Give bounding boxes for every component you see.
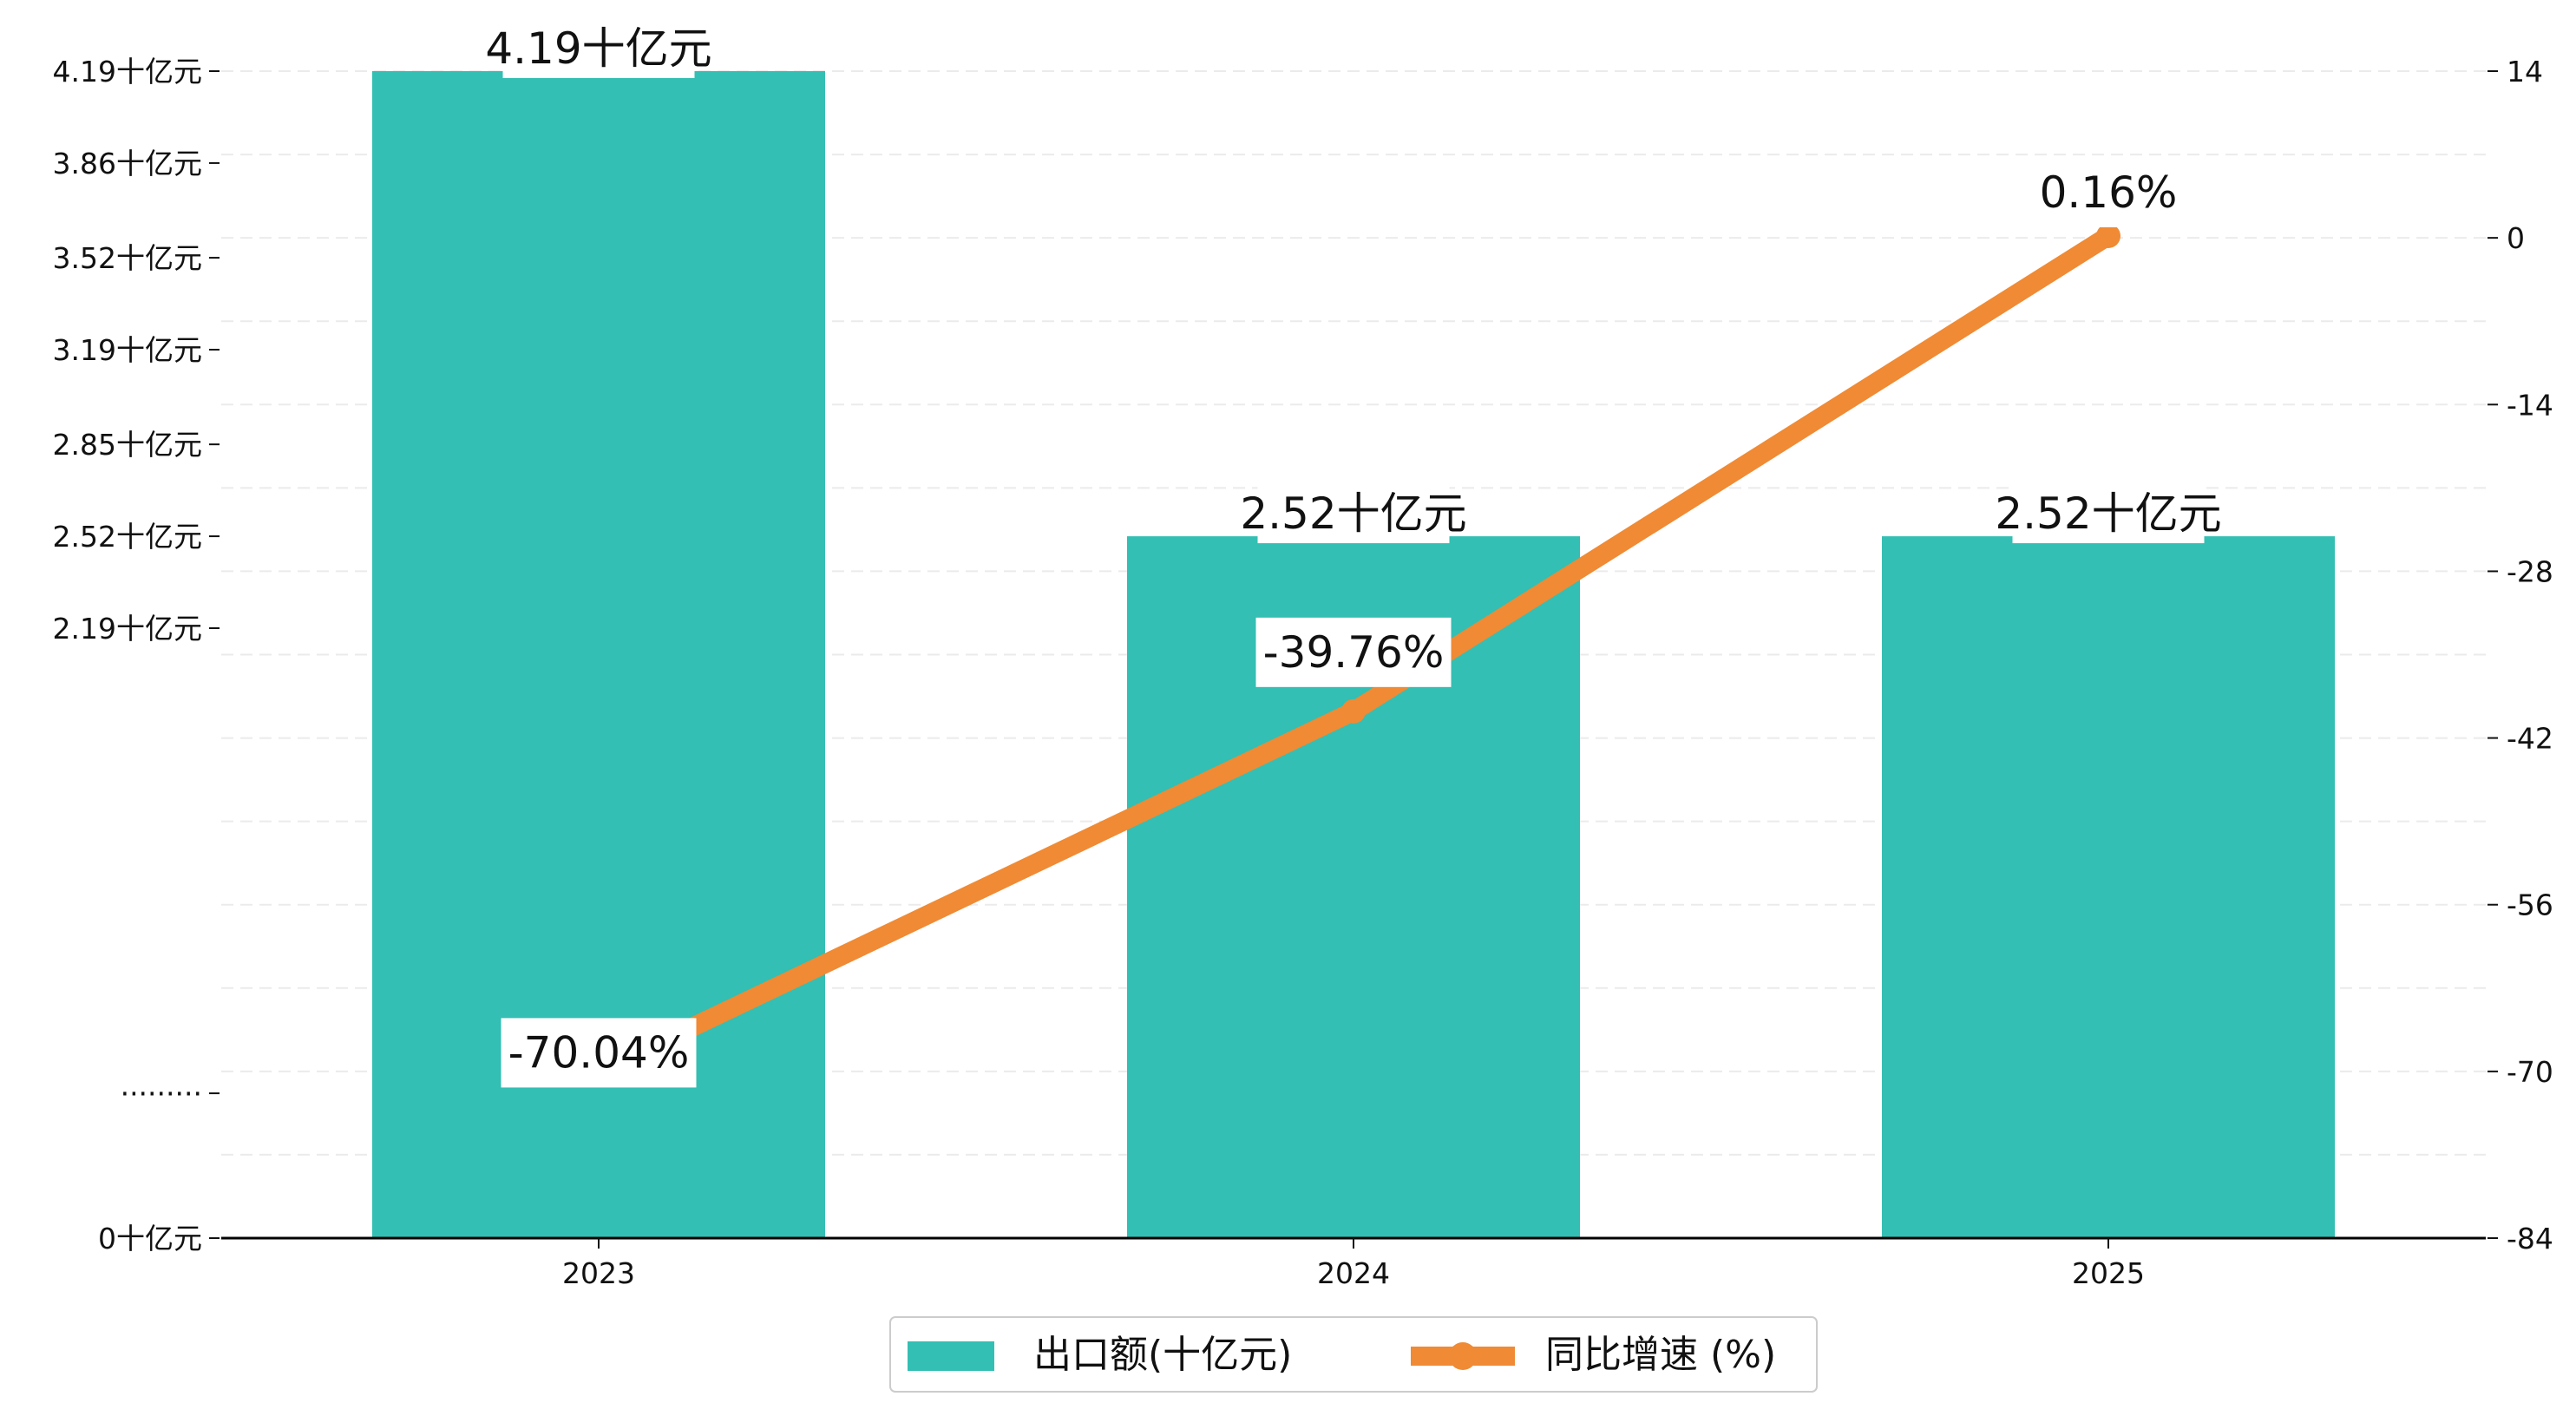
bar-value-label-2025: 2.52十亿元 <box>1995 484 2222 544</box>
label-text: 2.52十亿元 <box>1240 488 1466 539</box>
bar-value-label-2024: 2.52十亿元 <box>1240 484 1467 544</box>
label-box <box>2034 157 2183 227</box>
right-tick-label: -28 <box>2507 554 2553 588</box>
growth-value-label-2025: 0.16% <box>2034 157 2183 227</box>
label-text: -70.04% <box>508 1027 690 1078</box>
label-box <box>502 19 695 78</box>
right-tick-label: -42 <box>2507 722 2553 756</box>
label-box <box>501 1018 697 1088</box>
label-box <box>1257 484 1450 544</box>
label-text: -39.76% <box>1263 627 1445 678</box>
bar-2025 <box>1882 536 2335 1238</box>
left-tick-label: 2.52十亿元 <box>53 520 202 554</box>
bar-value-label-2023: 4.19十亿元 <box>485 19 712 78</box>
data-labels: 4.19十亿元 2.52十亿元 2.52十亿元 -70.04% -39.76% 0.16% <box>485 19 2222 1088</box>
left-tick-label: 3.52十亿元 <box>53 241 202 275</box>
legend-box <box>889 1316 1818 1393</box>
growth-point-2024 <box>1341 698 1366 724</box>
left-tick-label: 3.19十亿元 <box>53 333 202 367</box>
legend: 出口额(十亿元) 同比增速 (%) <box>889 1316 1818 1393</box>
label-text: 0.16% <box>2040 167 2178 218</box>
label-box <box>2012 484 2205 544</box>
left-tick-label: 0十亿元 <box>98 1222 202 1255</box>
right-tick-label: -56 <box>2507 888 2553 922</box>
legend-swatch-bar <box>908 1341 994 1371</box>
axes: 0十亿元 ········· 2.19十亿元 2.52十亿元 2.85十亿元 3.19十亿… <box>53 55 2553 1290</box>
legend-label-bar: 出口额(十亿元) <box>1033 1333 1292 1377</box>
x-tick-label-2025: 2025 <box>2072 1256 2145 1290</box>
bar-series <box>372 71 2335 1238</box>
right-tick-label: -70 <box>2507 1055 2553 1089</box>
right-tick-label: -14 <box>2507 388 2553 422</box>
left-tick-label: 4.19十亿元 <box>53 55 202 88</box>
label-text: 2.52十亿元 <box>1995 488 2221 539</box>
label-box <box>1255 617 1452 687</box>
right-tick-label: 0 <box>2507 221 2525 255</box>
right-tick-label: 14 <box>2507 55 2543 88</box>
legend-marker-line <box>1449 1342 1477 1370</box>
growth-value-label-2023: -70.04% <box>501 1018 697 1088</box>
left-tick-label: 2.19十亿元 <box>53 612 202 646</box>
growth-point-2025 <box>2096 223 2120 248</box>
left-tick-label: 2.85十亿元 <box>53 428 202 462</box>
x-tick-label-2023: 2023 <box>562 1256 635 1290</box>
left-tick-label: ········· <box>121 1077 202 1111</box>
x-tick-label-2024: 2024 <box>1317 1256 1390 1290</box>
right-tick-label: -84 <box>2507 1222 2553 1255</box>
label-text: 4.19十亿元 <box>485 23 711 74</box>
left-tick-label: 3.86十亿元 <box>53 147 202 180</box>
legend-label-line: 同比增速 (%) <box>1545 1333 1776 1377</box>
growth-value-label-2024: -39.76% <box>1255 617 1452 687</box>
